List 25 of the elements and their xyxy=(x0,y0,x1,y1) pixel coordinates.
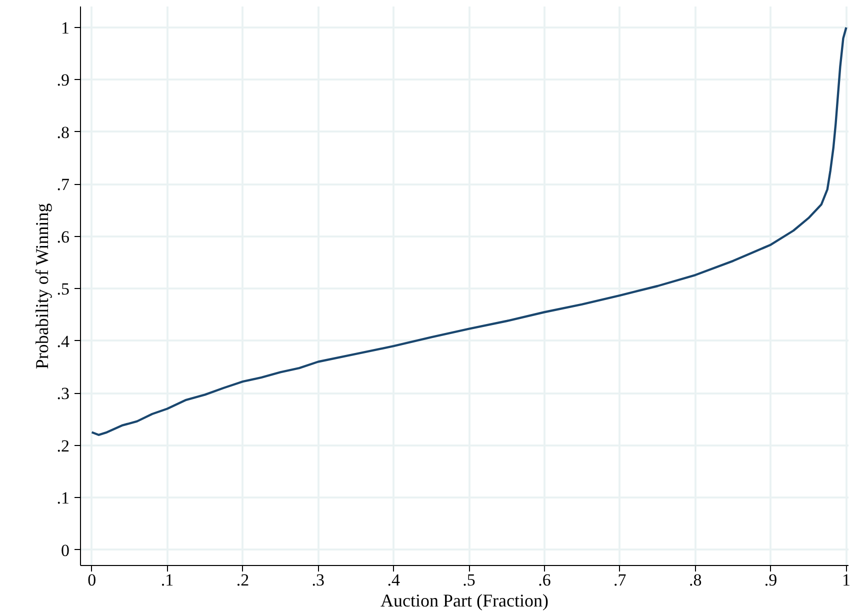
x-tick-label: .2 xyxy=(236,570,250,590)
x-tick-label: 1 xyxy=(842,570,850,590)
y-tick-label: .8 xyxy=(56,122,70,142)
y-tick-label: .9 xyxy=(56,70,70,90)
y-tick-label: .2 xyxy=(56,436,70,456)
x-tick-label: .3 xyxy=(312,570,325,590)
x-tick-label: .8 xyxy=(688,570,702,590)
x-tick-label: .5 xyxy=(462,570,476,590)
x-tick-label: .9 xyxy=(764,570,778,590)
y-tick-label: .5 xyxy=(56,280,70,299)
line-series xyxy=(90,26,848,436)
y-axis-title: Probability of Winning xyxy=(32,203,52,370)
x-tick-label: .1 xyxy=(160,570,174,590)
y-tick-label: .4 xyxy=(56,332,70,351)
x-tick-label: .4 xyxy=(387,570,400,590)
y-tick-label: 1 xyxy=(61,18,70,38)
y-tick-label: .1 xyxy=(56,488,70,508)
y-tick-label: .3 xyxy=(56,384,70,404)
x-tick-label: .6 xyxy=(538,570,551,590)
y-tick-label: .6 xyxy=(56,227,70,246)
x-tick-label: .7 xyxy=(614,570,627,590)
x-axis-title: Auction Part (Fraction) xyxy=(380,590,548,610)
y-tick-label: 0 xyxy=(61,540,70,560)
y-tick-label: .7 xyxy=(56,175,70,194)
x-tick-label: 0 xyxy=(88,570,96,590)
